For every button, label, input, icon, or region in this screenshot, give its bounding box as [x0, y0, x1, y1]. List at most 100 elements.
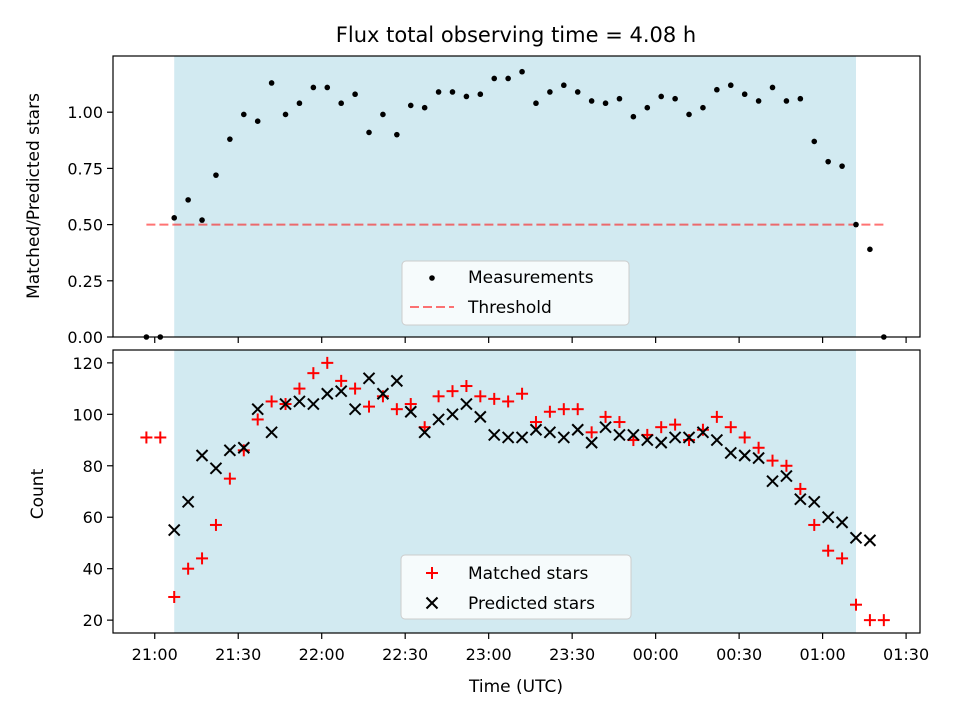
matched-star-point	[390, 403, 403, 416]
measurement-point	[282, 111, 289, 118]
y-tick-label: 0.00	[67, 328, 103, 347]
y-tick-label: 100	[72, 405, 103, 424]
matched-star-point	[529, 416, 542, 429]
measurement-point	[296, 100, 303, 107]
bottom-axes-frame	[112, 349, 921, 634]
matched-star-point	[154, 431, 167, 444]
predicted-star-point	[835, 516, 849, 529]
measurement-point	[394, 131, 400, 138]
matched-star-point	[669, 418, 682, 431]
matched-star-point	[502, 395, 515, 408]
predicted-star-point	[404, 405, 417, 418]
measurement-point	[686, 111, 692, 118]
measurement-point	[227, 136, 233, 142]
x-tick-label: 21:30	[215, 645, 261, 664]
predicted-star-point	[474, 410, 487, 424]
measurement-point	[338, 100, 344, 107]
matched-star-point	[877, 614, 890, 627]
measurement-point	[853, 221, 859, 228]
y-tick-label: 40	[83, 560, 103, 579]
measurement-point	[491, 75, 498, 82]
measurement-point	[463, 93, 470, 100]
measurement-point	[366, 129, 372, 136]
matched-star-point	[710, 410, 723, 423]
predicted-star-point	[334, 384, 348, 398]
predicted-star-point	[780, 469, 793, 483]
matched-star-point	[599, 410, 612, 423]
matched-star-point	[293, 382, 306, 395]
matched-star-point	[460, 380, 473, 393]
predicted-star-point	[168, 523, 181, 537]
matched-star-point	[432, 390, 445, 403]
measurement-point	[630, 113, 637, 120]
predicted-star-point	[348, 402, 362, 416]
legend-marker-measurements	[429, 275, 435, 281]
measurement-point	[213, 172, 219, 178]
measurement-point	[867, 246, 873, 253]
matched-star-point	[182, 562, 195, 575]
predicted-star-point	[849, 531, 863, 545]
predicted-star-point	[724, 446, 737, 460]
measurement-point	[324, 84, 331, 91]
y-tick-label: 0.25	[67, 272, 103, 291]
measurement-point	[783, 98, 790, 104]
predicted-star-point	[223, 444, 237, 457]
measurement-point	[199, 217, 205, 223]
x-tick-label: 01:30	[883, 645, 929, 664]
measurement-point	[185, 197, 191, 203]
predicted-star-point	[432, 413, 445, 426]
matched-star-point	[237, 444, 250, 457]
bottom-legend: Matched stars Predicted stars	[400, 554, 632, 620]
predicted-star-point	[738, 449, 751, 462]
matched-star-point	[404, 398, 417, 411]
predicted-star-point	[599, 420, 612, 434]
x-tick-label: 23:00	[466, 645, 512, 664]
legend-box	[400, 554, 632, 620]
measurement-point	[268, 80, 275, 86]
top-panel: 0.00 0.25 0.50 0.75 1.00 Measurements Threshol…	[67, 55, 921, 347]
measurement-point	[811, 138, 818, 145]
measurement-point	[561, 82, 567, 89]
predicted-star-point	[293, 395, 306, 408]
predicted-star-point	[209, 462, 223, 475]
measurement-point	[477, 91, 484, 98]
predicted-star-point	[696, 426, 710, 439]
x-tick-label: 01:00	[800, 645, 846, 664]
measurement-point	[839, 163, 845, 169]
measurement-point	[449, 89, 456, 95]
matched-star-point	[321, 356, 334, 369]
predicted-star-point	[418, 426, 431, 439]
predicted-star-point	[460, 397, 473, 411]
measurement-point	[310, 84, 317, 91]
predicted-star-point	[488, 428, 501, 442]
predicted-star-point	[654, 436, 668, 449]
predicted-star-point	[557, 431, 571, 444]
legend-box	[401, 260, 630, 326]
predicted-star-point	[863, 534, 877, 547]
legend-marker-matched	[426, 567, 438, 579]
matched-star-point	[752, 441, 765, 454]
predicted-star-point	[376, 387, 390, 400]
predicted-star-point	[181, 495, 195, 508]
matched-star-point	[223, 472, 236, 485]
y-tick-label: 1.00	[67, 103, 103, 122]
measurement-point	[755, 98, 762, 104]
y-tick-label: 20	[83, 611, 103, 630]
measurement-point	[825, 158, 831, 165]
x-tick-label: 23:30	[549, 645, 595, 664]
legend-label-matched: Matched stars	[468, 564, 588, 584]
predicted-star-point	[362, 372, 376, 385]
measurement-point	[700, 104, 706, 111]
matched-star-point	[822, 544, 835, 557]
matched-star-point	[488, 392, 501, 405]
predicted-star-point	[265, 426, 278, 439]
measurement-point	[616, 95, 623, 102]
predicted-star-point	[529, 423, 543, 436]
matched-star-point	[808, 518, 821, 531]
measurement-point	[727, 82, 734, 89]
matched-star-point	[168, 590, 181, 603]
matched-star-point	[585, 426, 598, 439]
y-tick-label: 60	[83, 508, 103, 527]
predicted-star-point	[641, 433, 654, 447]
